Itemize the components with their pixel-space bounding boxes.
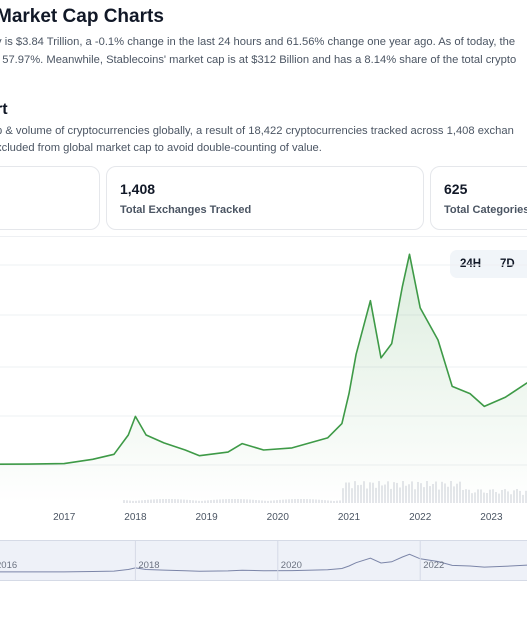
page-title: Market Cap Charts — [0, 6, 164, 27]
description-line: xcluded from global market cap to avoid … — [0, 142, 322, 154]
x-tick-label: 2021 — [338, 512, 361, 523]
range-button-24h[interactable]: 24H — [460, 258, 482, 270]
market-cap-area — [0, 254, 527, 503]
navigator-tick-label: 2020 — [281, 560, 302, 571]
x-tick-label: 2020 — [267, 512, 290, 523]
navigator-tick-label: 2016 — [0, 560, 17, 571]
navigator-line — [0, 553, 527, 573]
categories-label: Total Categories — [444, 204, 527, 216]
intro-line: f 57.97%. Meanwhile, Stablecoins' market… — [0, 54, 517, 66]
chart-section-description: p & volume of cryptocurrencies globally,… — [0, 123, 514, 157]
x-tick-label: 2019 — [195, 512, 218, 523]
x-tick-label: 2018 — [124, 512, 147, 523]
chart-section-title: rt — [0, 101, 8, 118]
exchanges-label: Total Exchanges Tracked — [120, 204, 252, 216]
navigator-tick-label: 2018 — [138, 560, 159, 571]
intro-line: y is $3.84 Trillion, a -0.1% change in t… — [0, 36, 516, 48]
x-tick-label: 2023 — [480, 512, 503, 523]
x-tick-label: 2017 — [53, 512, 76, 523]
x-tick-label: 2022 — [409, 512, 432, 523]
stat-card-cut-off — [0, 166, 100, 230]
exchanges-count: 1,408 — [120, 181, 156, 197]
intro-text: y is $3.84 Trillion, a -0.1% change in t… — [0, 33, 516, 69]
description-line: p & volume of cryptocurrencies globally,… — [0, 125, 514, 137]
chart-panel — [0, 236, 527, 617]
market-cap-line — [0, 253, 527, 466]
categories-count: 625 — [444, 181, 468, 197]
stat-card-categories: 625 Total Categories — [430, 166, 527, 230]
range-navigator[interactable] — [0, 540, 527, 581]
navigator-tick-label: 2022 — [423, 560, 444, 571]
stat-card-exchanges: 1,408 Total Exchanges Tracked — [106, 166, 424, 230]
range-button-7d[interactable]: 7D — [500, 258, 515, 270]
time-range-toggle: 24H 7D — [450, 250, 527, 278]
